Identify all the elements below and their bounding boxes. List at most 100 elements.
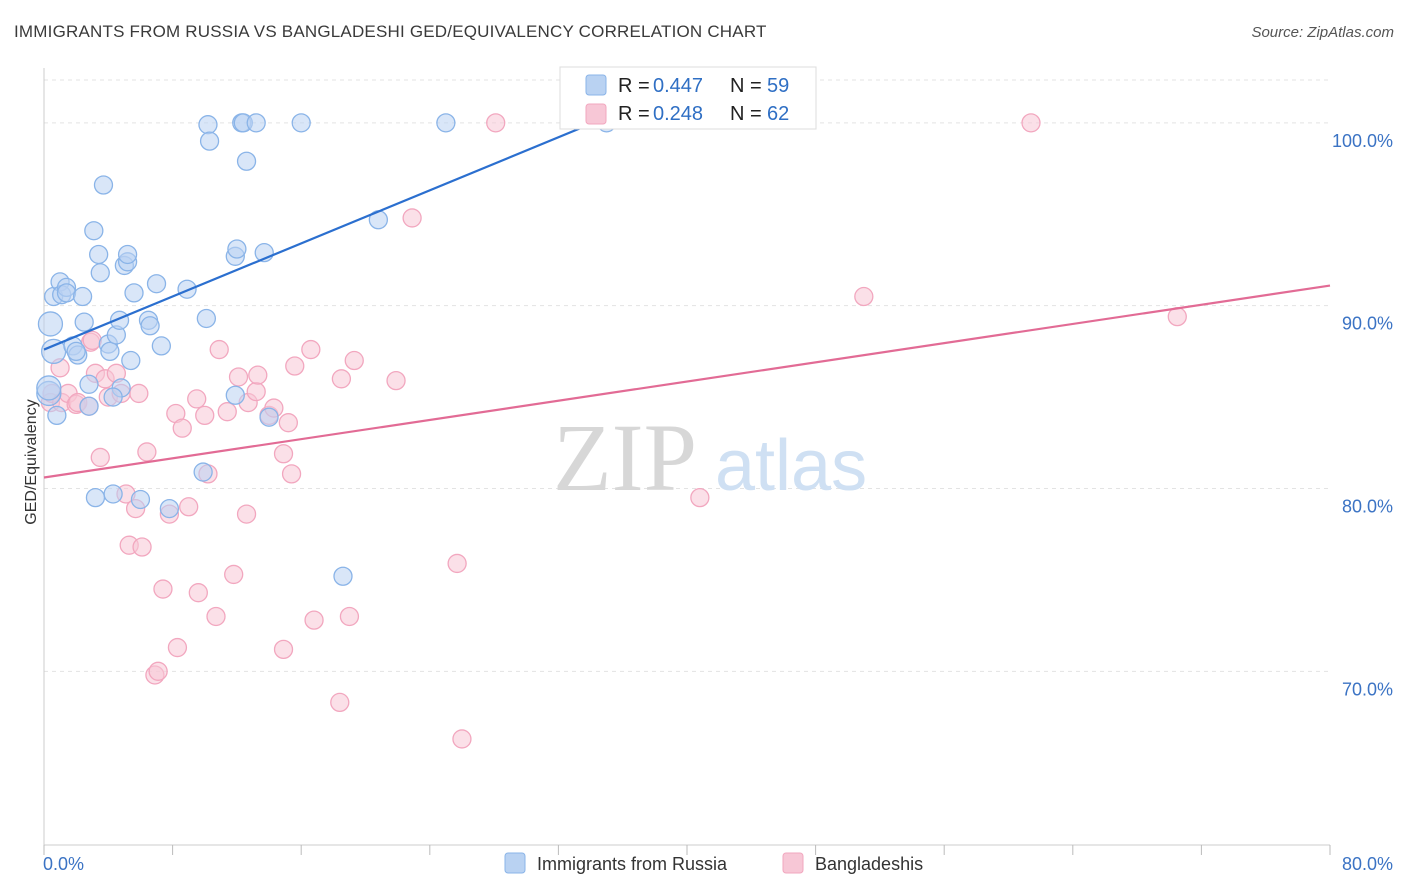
point-russia	[333, 566, 353, 586]
point-bangladeshi	[82, 330, 102, 351]
point-bangladeshi	[137, 442, 157, 462]
trend-line-bangladeshi	[43, 284, 1331, 479]
stats-n-value-russia: 59	[767, 75, 789, 97]
point-russia	[140, 316, 160, 336]
point-russia	[36, 375, 62, 401]
trend-line-russia	[43, 116, 608, 351]
point-bangladeshi	[90, 447, 110, 468]
point-bangladeshi	[278, 413, 298, 433]
point-russia	[227, 239, 247, 259]
point-russia	[89, 244, 109, 265]
y-axis-title: GED/Equivalency	[23, 399, 40, 524]
watermark-zip: ZIP	[553, 404, 697, 511]
legend-label-bangladeshi: Bangladeshis	[815, 854, 923, 874]
point-russia	[37, 311, 64, 337]
axes	[43, 68, 1331, 855]
stats-legend: R = 0.447 N = 59 R = 0.248 N = 62	[559, 66, 817, 130]
point-bangladeshi	[206, 606, 226, 627]
point-bangladeshi	[331, 369, 352, 389]
x-tick-label-min: 0.0%	[43, 854, 84, 874]
stats-swatch-bangladeshi	[585, 103, 607, 125]
point-bangladeshi	[246, 381, 266, 402]
point-russia	[90, 263, 110, 283]
point-bangladeshi	[195, 405, 215, 426]
y-tick-label: 90.0%	[1342, 314, 1393, 334]
point-bangladeshi	[153, 579, 173, 599]
point-bangladeshi	[402, 208, 422, 228]
point-bangladeshi	[224, 564, 244, 585]
legend-swatch-bangladeshi	[782, 852, 804, 874]
point-russia	[100, 341, 120, 362]
point-russia	[103, 387, 123, 407]
point-russia	[159, 498, 180, 519]
point-bangladeshi	[248, 365, 268, 385]
series-legend: Immigrants from Russia Bangladeshis	[504, 852, 923, 874]
point-russia	[177, 279, 197, 299]
point-bangladeshi	[1021, 113, 1041, 133]
point-russia	[72, 286, 93, 307]
point-russia	[103, 484, 123, 504]
trend-lines	[43, 116, 1331, 479]
point-bangladeshi	[386, 370, 406, 391]
point-bangladeshi	[217, 402, 237, 422]
point-russia	[124, 283, 144, 303]
x-tick-label-max: 80.0%	[1342, 854, 1393, 874]
point-russia	[259, 407, 279, 427]
legend-label-russia: Immigrants from Russia	[537, 854, 728, 874]
stats-n-label-russia: N =	[730, 75, 762, 97]
point-bangladeshi	[304, 610, 324, 630]
point-russia	[47, 405, 67, 426]
point-bangladeshi	[129, 383, 149, 404]
point-russia	[130, 489, 151, 510]
point-bangladeshi	[330, 692, 350, 713]
point-russia	[117, 244, 138, 265]
y-tick-label: 100.0%	[1332, 131, 1393, 151]
point-russia	[121, 350, 141, 371]
point-bangladeshi	[854, 286, 874, 307]
point-russia	[56, 283, 77, 303]
point-russia	[74, 312, 94, 332]
point-bangladeshi	[236, 504, 257, 524]
point-russia	[199, 131, 220, 151]
point-bangladeshi	[209, 339, 229, 360]
y-tick-label: 70.0%	[1342, 679, 1393, 699]
point-russia	[66, 341, 86, 362]
chart-source: Source: ZipAtlas.com	[1251, 24, 1394, 41]
point-bangladeshi	[172, 418, 192, 438]
stats-n-label-bangladeshi: N =	[730, 103, 762, 125]
point-russia	[198, 115, 218, 135]
point-russia	[196, 308, 217, 329]
point-bangladeshi	[132, 537, 152, 557]
point-russia	[151, 336, 171, 356]
point-russia	[436, 113, 456, 133]
point-bangladeshi	[486, 113, 506, 133]
point-bangladeshi	[452, 729, 472, 749]
y-tick-labels: 70.0% 80.0% 90.0% 100.0%	[1332, 131, 1393, 699]
point-russia	[291, 113, 311, 133]
point-russia	[225, 385, 245, 405]
point-russia	[246, 113, 266, 133]
point-russia	[236, 151, 257, 171]
point-bangladeshi	[167, 637, 188, 658]
stats-n-value-bangladeshi: 62	[767, 103, 789, 125]
stats-r-value-bangladeshi: 0.248	[653, 103, 703, 125]
point-bangladeshi	[179, 497, 199, 517]
point-russia	[85, 487, 106, 508]
watermark: ZIP atlas	[553, 404, 867, 511]
point-russia	[79, 396, 99, 416]
stats-swatch-russia	[585, 74, 607, 96]
legend-swatch-russia	[504, 852, 526, 874]
point-bangladeshi	[281, 464, 302, 484]
stats-r-label-russia: R =	[618, 75, 650, 97]
y-tick-label: 80.0%	[1342, 496, 1393, 516]
point-russia	[146, 274, 167, 294]
point-bangladeshi	[187, 389, 207, 409]
series-russia-points	[36, 113, 617, 586]
point-bangladeshi	[344, 350, 364, 371]
point-bangladeshi	[273, 444, 294, 464]
point-bangladeshi	[273, 639, 294, 660]
point-bangladeshi	[447, 553, 467, 574]
point-bangladeshi	[339, 606, 360, 627]
point-bangladeshi	[690, 487, 710, 508]
